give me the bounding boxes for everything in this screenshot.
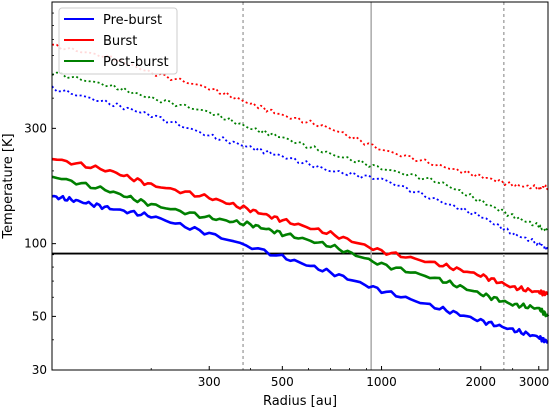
- x-tick-label: 3000: [519, 375, 550, 389]
- legend-label-pre-burst: Pre-burst: [103, 13, 162, 28]
- post-burst-solid-line: [51, 175, 550, 318]
- legend-box: [58, 7, 178, 75]
- plot-frame: [51, 1, 549, 371]
- axis-ticks: 300 500 1000 2000 3000 30 50 100 300: [24, 12, 550, 389]
- y-tick-label: 100: [24, 237, 47, 251]
- x-tick-label: 300: [198, 375, 221, 389]
- y-tick-label: 300: [24, 121, 47, 135]
- y-tick-label: 50: [32, 309, 47, 323]
- legend-label-burst: Burst: [103, 34, 137, 49]
- x-axis-title: Radius [au]: [263, 394, 337, 409]
- x-tick-label: 1000: [366, 375, 397, 389]
- burst-solid-line: [51, 157, 549, 297]
- reference-lines: [52, 2, 548, 370]
- legend-label-post-burst: Post-burst: [103, 55, 169, 70]
- x-tick-label: 2000: [465, 375, 496, 389]
- legend: Pre-burst Burst Post-burst: [58, 7, 178, 75]
- pre-burst-dotted-line: [51, 85, 549, 252]
- y-tick-label: 30: [32, 363, 47, 377]
- post-burst-dotted-line: [51, 71, 549, 233]
- x-tick-label: 500: [271, 375, 294, 389]
- burst-dotted-line: [51, 43, 549, 191]
- series-lines: [51, 43, 550, 344]
- y-axis-title: Temperature [K]: [1, 133, 16, 239]
- pre-burst-solid-line: [51, 194, 549, 344]
